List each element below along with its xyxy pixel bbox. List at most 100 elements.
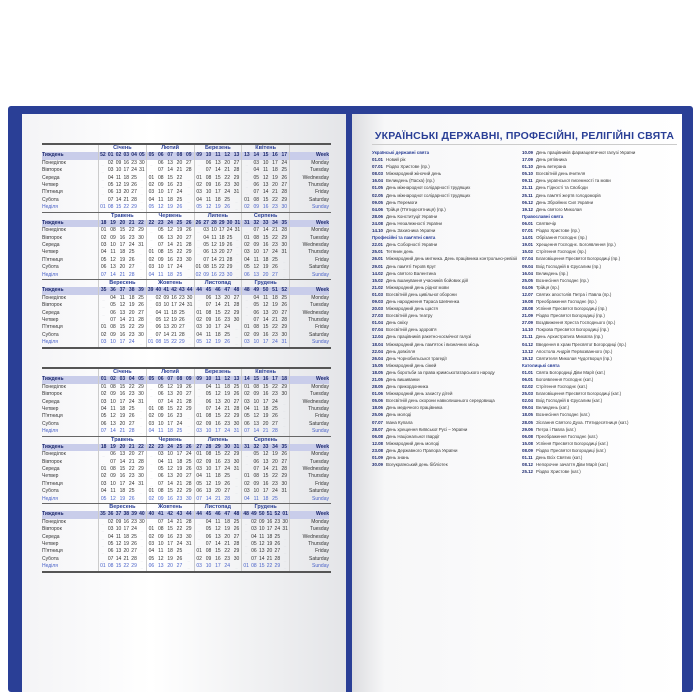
day-cell: 12: [157, 204, 164, 211]
day-cell: 12: [205, 204, 212, 211]
day-cell: 16: [167, 256, 173, 263]
day-cell: 16: [262, 391, 269, 398]
day-cell: 12: [163, 316, 170, 323]
day-cell: 14: [215, 405, 221, 412]
holiday-date: 07.01: [522, 228, 533, 234]
day-cell: 05: [148, 152, 155, 159]
day-cell: 26: [272, 413, 278, 420]
holiday-section-title: Професійні та пам'ятні свята: [372, 235, 436, 241]
day-cell: 07: [253, 466, 260, 473]
day-cell: 06: [203, 249, 209, 256]
day-cell: 08: [110, 383, 116, 390]
holiday-name: Всесвітній день цивільної оборони: [386, 291, 457, 297]
day-cell: 04: [107, 174, 114, 181]
day-cell: 14: [163, 331, 170, 338]
day-cell: 19: [215, 480, 221, 487]
day-cell: 12: [110, 256, 116, 263]
holiday-date: 08.03: [372, 171, 383, 177]
holiday-date: 01.06: [372, 391, 383, 397]
day-cell: 08: [253, 196, 260, 203]
day-cell: 15: [262, 196, 269, 203]
weekday-label: Понеділок: [42, 518, 66, 525]
empty-day-cell: _: [139, 272, 143, 278]
holiday-item: 10.09 День працівників фармацевтичної гал…: [522, 149, 678, 156]
day-row: _ 06 13 20 27: [99, 310, 146, 317]
holiday-date: 04.06: [372, 206, 383, 212]
holiday-item: 01.03 Всесвітній день цивільної оборони: [372, 291, 517, 298]
empty-day-cell: _: [284, 564, 287, 570]
day-row: _ 02 09 16 23 30: [99, 160, 146, 167]
day-cell: 26: [186, 383, 192, 390]
holiday-item: 01.10 День ветерана: [522, 163, 678, 170]
day-cell: 13: [253, 271, 260, 278]
holiday-date: 02.05: [372, 192, 383, 198]
month-name: Листопад: [204, 280, 231, 287]
holiday-item: 20.03 Міжнародний день щастя: [372, 305, 517, 312]
day-cell: 02: [244, 204, 250, 211]
day-cell: 35: [281, 443, 288, 450]
month-name: Жовтень: [158, 504, 183, 511]
day-cell: 03: [100, 242, 107, 249]
weekday-labels-en: Week Monday Tuesday Wednesday Thursday Friday…: [289, 145, 331, 212]
holiday-name: День Всіх Святих (кат.): [535, 455, 583, 461]
holiday-date: 01.04: [372, 320, 383, 326]
day-cell: 48: [233, 511, 240, 518]
day-cell: 08: [107, 563, 114, 570]
day-cell: 03: [196, 466, 202, 473]
holiday-name: Різдво Пресвятої Богородиці (пр.): [536, 313, 605, 319]
day-cell: 02: [148, 413, 155, 420]
day-row: 01 08 15 22 29: [99, 324, 146, 331]
week-numbers: 31 32 33 34 35: [242, 443, 289, 452]
day-cell: 14: [205, 495, 212, 502]
day-cell: 12: [262, 451, 269, 458]
day-cell: 05: [196, 204, 202, 211]
day-row: 01 08 15 22 29 _: [147, 339, 194, 346]
empty-day-cell: _: [236, 257, 239, 263]
day-cell: 23: [176, 495, 183, 502]
holiday-date: 01.11: [522, 455, 533, 461]
day-cell: 19: [262, 413, 269, 420]
day-cell: 14: [167, 398, 173, 405]
empty-day-cell: _: [198, 160, 201, 166]
holiday-item: 12.08 Міжнародний день молоді: [372, 440, 517, 447]
empty-day-cell: _: [150, 160, 153, 166]
day-cell: 24: [167, 443, 173, 450]
day-cell: 18: [176, 458, 183, 465]
day-cell: 23: [128, 234, 135, 241]
holiday-name: Міжнародний день молоді: [386, 440, 440, 446]
weekday-label: Субота: [42, 331, 59, 338]
day-cell: 21: [215, 495, 221, 502]
day-cell: 10: [253, 398, 260, 405]
holiday-item: 25.01 Тетянин день: [372, 248, 517, 255]
day-cell: 19: [167, 204, 173, 211]
day-cell: 13: [262, 458, 269, 465]
weekday-label: Четвер: [42, 316, 59, 323]
empty-day-cell: _: [235, 332, 238, 338]
holiday-name: День Чорнобильської трагедії: [386, 355, 447, 361]
day-row: _ 05 12 19 26 _: [99, 182, 146, 189]
empty-day-cell: _: [245, 182, 249, 188]
day-cell: 30: [233, 555, 240, 562]
day-cell: 02: [148, 256, 155, 263]
day-cell: 06: [253, 458, 260, 465]
holiday-item: 14.01 Обрізання Господнє (пр.): [522, 234, 678, 241]
day-cell: 03: [155, 302, 162, 309]
day-cell: 22: [128, 383, 135, 390]
day-cell: 24: [226, 227, 233, 234]
empty-day-cell: _: [139, 496, 143, 502]
day-cell: 07: [100, 428, 107, 435]
day-row: _ 04 11 18 25: [242, 295, 289, 302]
day-cell: 23: [176, 413, 183, 420]
day-cell: 13: [110, 420, 116, 427]
empty-day-cell: _: [198, 384, 201, 390]
month-name: Вересень: [109, 504, 136, 511]
day-cell: 19: [128, 302, 135, 309]
day-cell: 44: [186, 511, 192, 518]
day-cell: 03: [244, 249, 250, 256]
day-cell: 40: [155, 287, 162, 294]
holiday-date: 29.01: [372, 263, 383, 269]
holiday-name: День пам'яті Героїв Крут: [386, 263, 436, 269]
empty-day-cell: _: [140, 182, 143, 188]
weekday-labels-ua: Тиждень Понеділок Вівторок Середа Четвер П'ят…: [42, 369, 98, 436]
holiday-name: День Соборності України: [386, 242, 438, 248]
